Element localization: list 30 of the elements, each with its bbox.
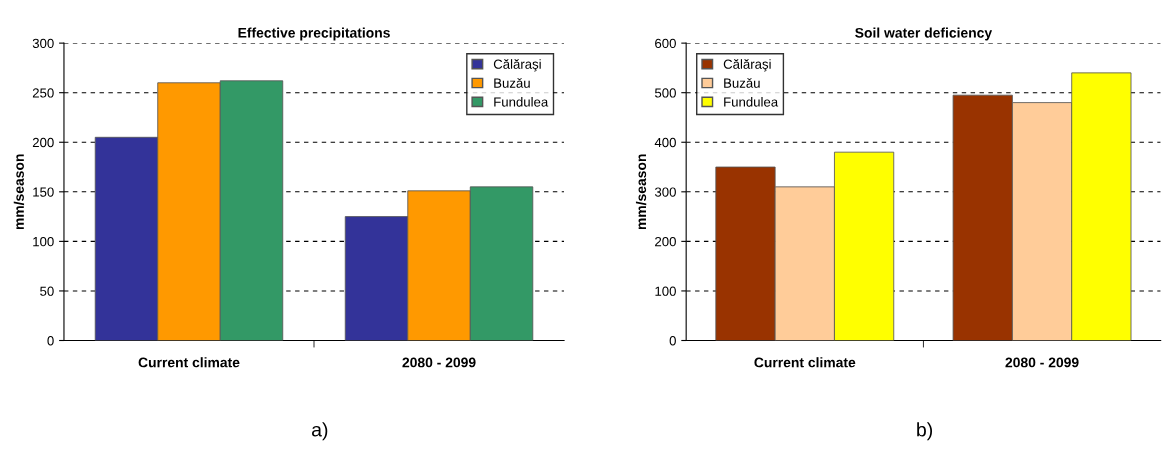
legend-label: Călăraşi xyxy=(723,58,771,72)
legend-label: Fundulea xyxy=(724,96,779,107)
y-axis-title: mm/season xyxy=(635,154,647,230)
legend-label: Călăraşi xyxy=(493,58,541,72)
y-axis-title: mm/season xyxy=(13,154,25,230)
y-tick-label: 300 xyxy=(32,38,54,49)
text: a) xyxy=(312,422,328,441)
chart-title: Soil water deficiency xyxy=(855,27,993,41)
chart-title: Effective precipitations xyxy=(238,27,390,41)
x-tick-label: 2080 - 2099 xyxy=(1005,357,1079,368)
y-tick-label: 300 xyxy=(654,187,676,197)
y-tick-label: 150 xyxy=(33,187,54,197)
y-tick-label: 50 xyxy=(40,286,54,296)
y-tick-label: 200 xyxy=(32,137,54,148)
x-tick-label: Current climate xyxy=(754,357,856,368)
legend-label: Buzău xyxy=(724,77,760,88)
y-tick-label: 200 xyxy=(655,236,676,247)
x-tick-label: 2080 - 2099 xyxy=(402,357,476,368)
y-tick-label: 100 xyxy=(33,236,54,247)
x-tick-label: Current climate xyxy=(138,357,240,368)
y-tick-label: 0 xyxy=(669,336,676,346)
text: b) xyxy=(917,422,933,441)
y-tick-label: 400 xyxy=(654,137,676,148)
y-tick-label: 250 xyxy=(32,88,54,98)
legend-label: Fundulea xyxy=(494,96,549,107)
y-tick-label: 500 xyxy=(654,88,676,98)
legend-label: Buzău xyxy=(494,77,530,88)
y-tick-label: 100 xyxy=(655,286,676,296)
y-tick-label: 600 xyxy=(655,38,676,49)
y-tick-label: 0 xyxy=(47,336,54,346)
